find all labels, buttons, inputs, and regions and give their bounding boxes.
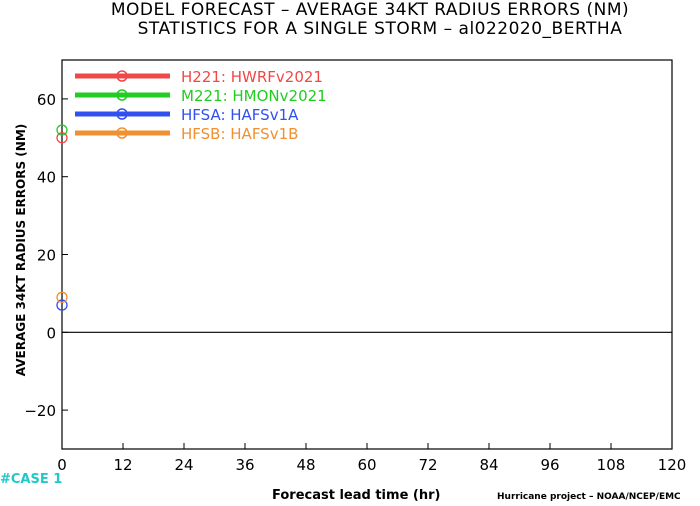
x-tick-label: 48 [296,456,315,474]
x-tick-label: 96 [540,456,559,474]
legend-swatch-marker [116,89,128,101]
legend-entry-label: H221: HWRFv2021 [181,68,323,86]
legend-entry-label: HFSB: HAFSv1B [181,125,298,143]
x-tick-label: 72 [418,456,437,474]
y-tick-label: 40 [37,169,56,187]
x-tick-label: 36 [235,456,254,474]
x-tick-label: 0 [57,456,67,474]
plot-frame [61,59,673,450]
y-axis-label: AVERAGE 34KT RADIUS ERRORS (NM) [14,124,28,376]
x-tick-label: 84 [479,456,498,474]
x-tick-label: 60 [357,456,376,474]
legend-entry-label: HFSA: HAFSv1A [181,106,299,124]
y-tick-label: 0 [46,324,56,342]
y-ticks: −20 0 20 40 60 [24,91,68,420]
y-tick-label: −20 [24,402,56,420]
legend-swatch-marker [116,127,128,139]
legend-swatch-marker [116,70,128,82]
chart-title: MODEL FORECAST – AVERAGE 34KT RADIUS ERR… [110,0,630,20]
y-tick-label: 20 [37,247,56,265]
legend-entry-label: M221: HMONv2021 [181,87,327,105]
x-tick-label: 108 [597,456,626,474]
data-point [56,124,68,136]
x-axis-label: Forecast lead time (hr) [272,488,441,503]
x-tick-label: 12 [113,456,132,474]
case-count: #CASE 1 [0,472,63,487]
legend-swatch-marker [116,108,128,120]
credit-text: Hurricane project – NOAA/NCEP/EMC [497,492,681,502]
data-point [56,291,68,303]
chart-subtitle: STATISTICS FOR A SINGLE STORM – al022020… [137,19,623,39]
x-tick-label: 24 [174,456,193,474]
data-points [56,124,68,311]
data-point [56,299,68,311]
x-ticks: 0 12 24 36 48 60 72 84 96 108 120 [57,443,686,474]
data-point [56,132,68,144]
y-tick-label: 60 [37,91,56,109]
axes [61,59,673,450]
x-tick-label: 120 [658,456,687,474]
